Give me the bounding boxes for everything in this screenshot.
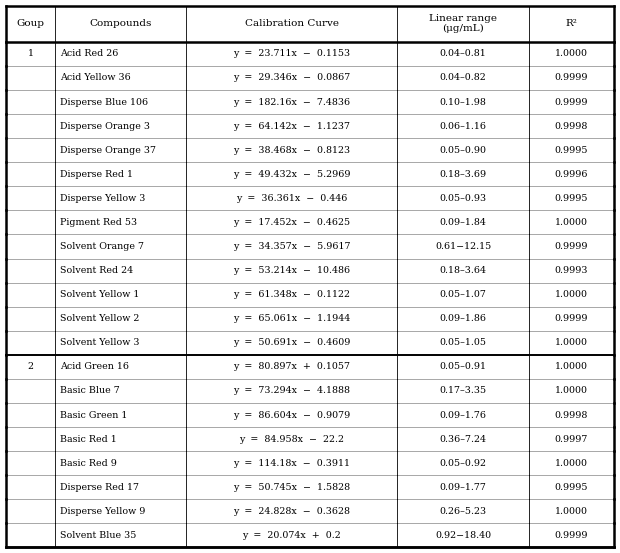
Text: 0.18–3.64: 0.18–3.64: [440, 266, 487, 275]
Text: 0.05–0.92: 0.05–0.92: [440, 458, 487, 468]
Text: y  =  38.468x  −  0.8123: y = 38.468x − 0.8123: [233, 145, 350, 155]
Text: 0.9998: 0.9998: [555, 410, 588, 420]
Text: 0.9993: 0.9993: [555, 266, 588, 275]
Text: 0.9995: 0.9995: [555, 483, 588, 492]
Text: 0.09–1.76: 0.09–1.76: [440, 410, 487, 420]
Text: y  =  49.432x  −  5.2969: y = 49.432x − 5.2969: [232, 170, 350, 179]
Text: 0.9997: 0.9997: [555, 435, 588, 444]
Text: y  =  17.452x  −  0.4625: y = 17.452x − 0.4625: [233, 218, 350, 227]
Text: Acid Yellow 36: Acid Yellow 36: [60, 74, 131, 82]
Text: Compounds: Compounds: [89, 19, 152, 28]
Text: Basic Blue 7: Basic Blue 7: [60, 387, 120, 395]
Text: 0.09–1.77: 0.09–1.77: [440, 483, 487, 492]
Text: 0.9995: 0.9995: [555, 194, 588, 203]
Text: 1.0000: 1.0000: [555, 49, 588, 59]
Text: 0.04–0.81: 0.04–0.81: [440, 49, 487, 59]
Text: Calibration Curve: Calibration Curve: [244, 19, 339, 28]
Text: y  =  36.361x  −  0.446: y = 36.361x − 0.446: [236, 194, 347, 203]
Text: 1.0000: 1.0000: [555, 290, 588, 299]
Text: 0.9998: 0.9998: [555, 122, 588, 131]
Text: y  =  84.958x  −  22.2: y = 84.958x − 22.2: [239, 435, 344, 444]
Text: y  =  24.828x  −  0.3628: y = 24.828x − 0.3628: [233, 507, 350, 516]
Text: y  =  73.294x  −  4.1888: y = 73.294x − 4.1888: [233, 387, 350, 395]
Text: 0.05–0.91: 0.05–0.91: [440, 362, 487, 372]
Text: 0.17–3.35: 0.17–3.35: [440, 387, 487, 395]
Text: 0.26–5.23: 0.26–5.23: [440, 507, 487, 516]
Text: y  =  182.16x  −  7.4836: y = 182.16x − 7.4836: [233, 97, 350, 107]
Text: Disperse Orange 37: Disperse Orange 37: [60, 145, 156, 155]
Text: 0.36–7.24: 0.36–7.24: [440, 435, 487, 444]
Text: Solvent Yellow 3: Solvent Yellow 3: [60, 338, 140, 347]
Text: Disperse Yellow 3: Disperse Yellow 3: [60, 194, 146, 203]
Text: R²: R²: [565, 19, 577, 28]
Text: Goup: Goup: [17, 19, 45, 28]
Text: Solvent Blue 35: Solvent Blue 35: [60, 531, 136, 540]
Text: y  =  50.691x  −  0.4609: y = 50.691x − 0.4609: [233, 338, 350, 347]
Text: 0.04–0.82: 0.04–0.82: [440, 74, 487, 82]
Text: y  =  61.348x  −  0.1122: y = 61.348x − 0.1122: [233, 290, 350, 299]
Text: y  =  80.897x  +  0.1057: y = 80.897x + 0.1057: [233, 362, 350, 372]
Text: 0.09–1.84: 0.09–1.84: [440, 218, 487, 227]
Text: 0.05–0.93: 0.05–0.93: [440, 194, 487, 203]
Text: 0.9999: 0.9999: [555, 74, 588, 82]
Text: 1.0000: 1.0000: [555, 362, 588, 372]
Text: 1.0000: 1.0000: [555, 338, 588, 347]
Text: 0.06–1.16: 0.06–1.16: [440, 122, 487, 131]
Text: 1.0000: 1.0000: [555, 458, 588, 468]
Text: y  =  114.18x  −  0.3911: y = 114.18x − 0.3911: [233, 458, 350, 468]
Text: 0.05–1.05: 0.05–1.05: [440, 338, 487, 347]
Text: Acid Green 16: Acid Green 16: [60, 362, 129, 372]
Text: Disperse Red 17: Disperse Red 17: [60, 483, 140, 492]
Text: Solvent Yellow 2: Solvent Yellow 2: [60, 314, 140, 324]
Text: 0.9999: 0.9999: [555, 531, 588, 540]
Text: 0.9999: 0.9999: [555, 314, 588, 324]
Text: Solvent Red 24: Solvent Red 24: [60, 266, 133, 275]
Text: 1: 1: [28, 49, 33, 59]
Text: Basic Red 9: Basic Red 9: [60, 458, 117, 468]
Text: y  =  53.214x  −  10.486: y = 53.214x − 10.486: [233, 266, 350, 275]
Text: y  =  86.604x  −  0.9079: y = 86.604x − 0.9079: [233, 410, 350, 420]
Text: Disperse Red 1: Disperse Red 1: [60, 170, 133, 179]
Text: y  =  65.061x  −  1.1944: y = 65.061x − 1.1944: [233, 314, 350, 324]
Text: 0.92−18.40: 0.92−18.40: [435, 531, 491, 540]
Text: 0.09–1.86: 0.09–1.86: [440, 314, 487, 324]
Text: Solvent Orange 7: Solvent Orange 7: [60, 242, 144, 251]
Text: 0.05–0.90: 0.05–0.90: [440, 145, 487, 155]
Text: Pigment Red 53: Pigment Red 53: [60, 218, 137, 227]
Text: Solvent Yellow 1: Solvent Yellow 1: [60, 290, 140, 299]
Text: Disperse Blue 106: Disperse Blue 106: [60, 97, 148, 107]
Text: 0.05–1.07: 0.05–1.07: [440, 290, 487, 299]
Text: 0.18–3.69: 0.18–3.69: [440, 170, 487, 179]
Text: y  =  50.745x  −  1.5828: y = 50.745x − 1.5828: [233, 483, 350, 492]
Text: y  =  20.074x  +  0.2: y = 20.074x + 0.2: [242, 531, 341, 540]
Text: Disperse Yellow 9: Disperse Yellow 9: [60, 507, 146, 516]
Text: 0.9995: 0.9995: [555, 145, 588, 155]
Text: Linear range
(μg/mL): Linear range (μg/mL): [429, 14, 497, 34]
Text: 0.9999: 0.9999: [555, 242, 588, 251]
Text: y  =  34.357x  −  5.9617: y = 34.357x − 5.9617: [232, 242, 350, 251]
Text: 2: 2: [28, 362, 33, 372]
Text: 1.0000: 1.0000: [555, 218, 588, 227]
Text: 0.61−12.15: 0.61−12.15: [435, 242, 491, 251]
Text: y  =  64.142x  −  1.1237: y = 64.142x − 1.1237: [233, 122, 350, 131]
Text: y  =  23.711x  −  0.1153: y = 23.711x − 0.1153: [233, 49, 350, 59]
Text: 0.9996: 0.9996: [555, 170, 588, 179]
Text: 0.10–1.98: 0.10–1.98: [440, 97, 487, 107]
Text: y  =  29.346x  −  0.0867: y = 29.346x − 0.0867: [233, 74, 350, 82]
Text: Basic Red 1: Basic Red 1: [60, 435, 117, 444]
Text: Disperse Orange 3: Disperse Orange 3: [60, 122, 150, 131]
Text: Acid Red 26: Acid Red 26: [60, 49, 118, 59]
Text: Basic Green 1: Basic Green 1: [60, 410, 128, 420]
Text: 1.0000: 1.0000: [555, 507, 588, 516]
Text: 1.0000: 1.0000: [555, 387, 588, 395]
Text: 0.9999: 0.9999: [555, 97, 588, 107]
